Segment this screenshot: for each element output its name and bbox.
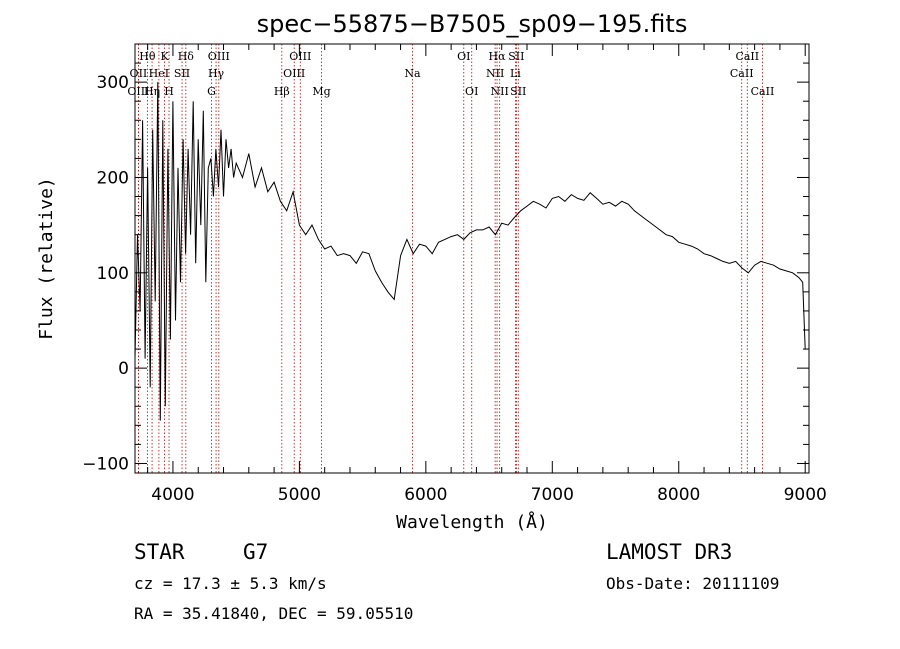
coordinates-text: RA = 35.41840, DEC = 59.05510 <box>134 604 414 623</box>
spectral-line-label: Hδ <box>178 50 195 63</box>
spectral-line-label: Hθ <box>139 50 156 63</box>
spectral-line-label: Hβ <box>274 85 290 98</box>
spectral-line-label: NII <box>486 67 504 80</box>
obs-date-text: Obs-Date: 20111109 <box>606 574 780 593</box>
x-tick-label: 7000 <box>531 485 574 505</box>
spectral-line-label: G <box>207 85 216 98</box>
spectral-line-label: CaII <box>730 67 754 80</box>
x-tick-label: 8000 <box>657 485 700 505</box>
spectral-line-label: OIII <box>283 67 305 80</box>
spectral-line-label: Mg <box>312 85 330 98</box>
spectral-line-label: Li <box>510 67 521 80</box>
flux-series-line <box>134 82 806 421</box>
y-tick-label: −100 <box>82 454 129 474</box>
spectral-lines <box>138 44 763 473</box>
x-tick-label: 5000 <box>278 485 321 505</box>
spectral-line-label: Na <box>404 67 421 80</box>
spectral-line-label: Hη <box>144 85 160 98</box>
x-tick-label: 9000 <box>784 485 827 505</box>
spectral-line-label: NII <box>491 85 509 98</box>
spectral-line-label: SII <box>508 50 524 63</box>
spectral-line-label: OI <box>457 50 470 63</box>
spectral-line-label: Hα <box>489 50 507 63</box>
y-tick-label: 0 <box>118 359 129 379</box>
spectral-line-label: OII <box>130 67 148 80</box>
object-class: STAR <box>134 540 185 564</box>
spectral-line-label: HeI <box>149 67 169 80</box>
y-tick-label: 100 <box>97 264 129 284</box>
spectral-line-label: OI <box>465 85 478 98</box>
y-tick-label: 200 <box>97 168 129 188</box>
spectral-line-label: H <box>164 85 174 98</box>
spectral-line-label: SII <box>174 67 190 80</box>
x-axis-label: Wavelength (Å) <box>396 511 548 533</box>
axis-ticks: 4000 5000 6000 7000 8000 9000 −100 0 100 200 300 <box>82 43 827 505</box>
spectral-line-label: SII <box>510 85 526 98</box>
y-tick-label: 300 <box>97 73 129 93</box>
chart-title: spec−55875−B7505_sp09−195.fits <box>257 10 688 38</box>
x-tick-label: 6000 <box>404 485 447 505</box>
x-tick-label: 4000 <box>151 485 194 505</box>
spectral-line-label: OIII <box>289 50 311 63</box>
redshift-text: cz = 17.3 ± 5.3 km/s <box>134 574 327 593</box>
spectral-line-label: OIII <box>208 50 230 63</box>
spectral-line-label: CaII <box>751 85 775 98</box>
spectral-line-label: OIII <box>127 85 149 98</box>
spectral-line-label: K <box>160 50 169 63</box>
spectral-line-label: CaII <box>735 50 759 63</box>
spectral-line-label: Hγ <box>208 67 225 80</box>
survey-name: LAMOST DR3 <box>606 540 733 564</box>
y-axis-label: Flux (relative) <box>36 177 57 340</box>
object-subclass: G7 <box>243 540 269 564</box>
plot-frame <box>134 43 810 474</box>
